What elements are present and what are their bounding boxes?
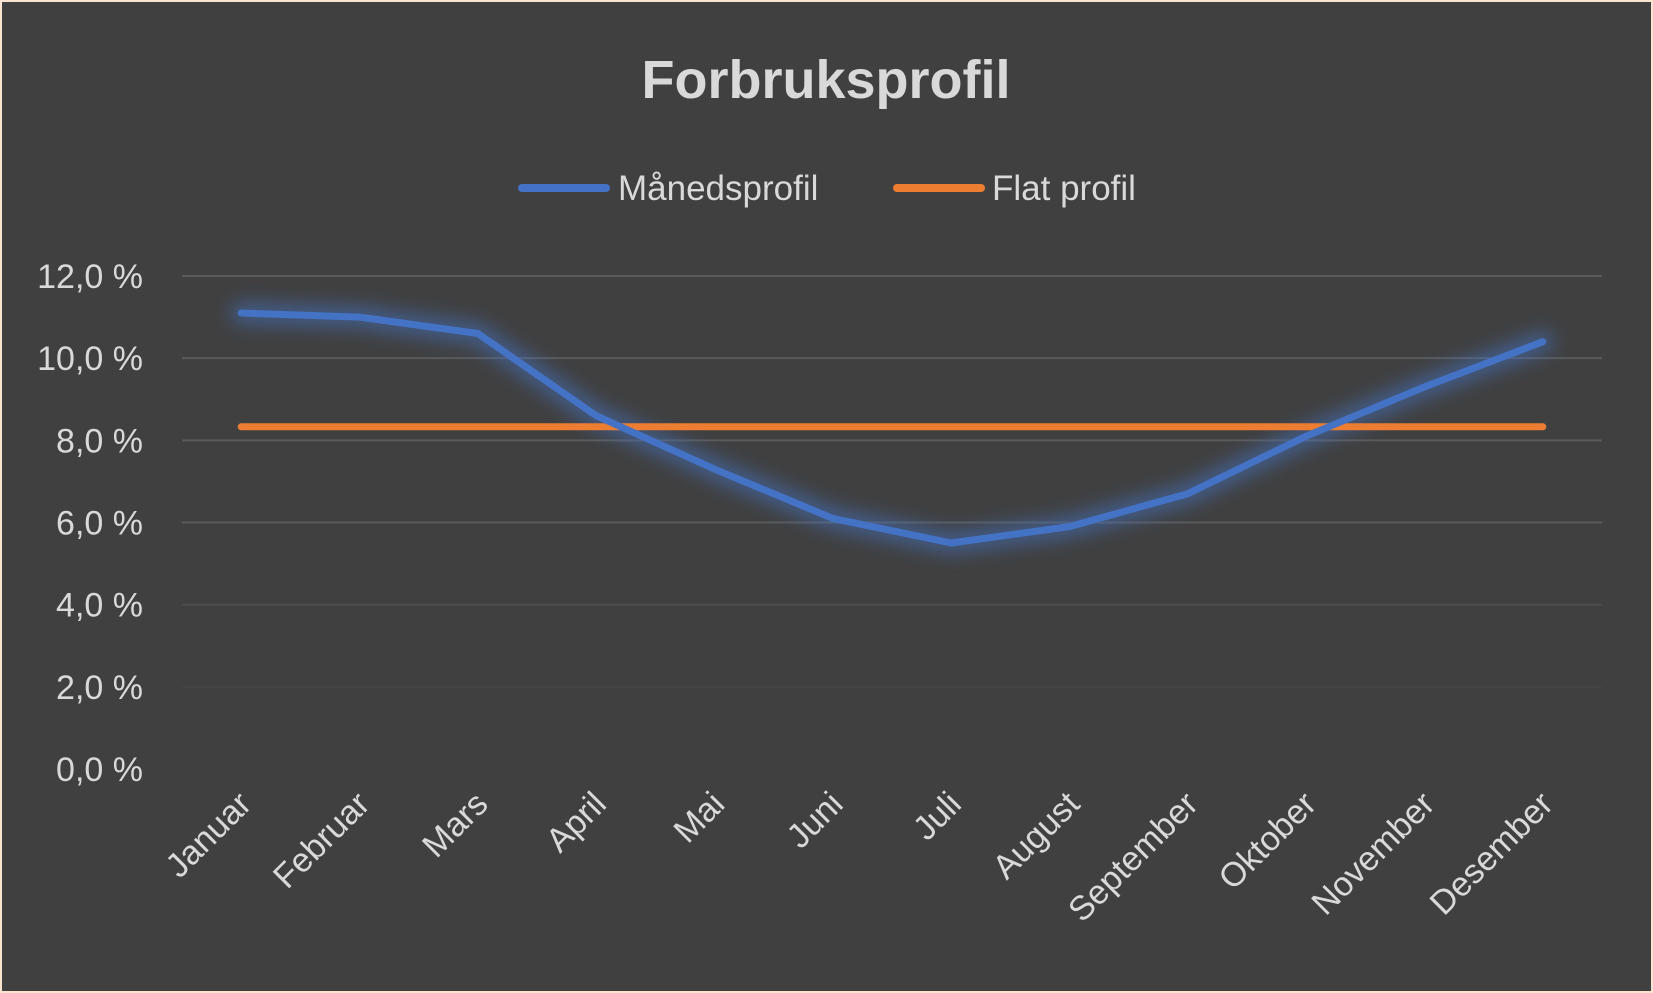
x-tick-label: Juli xyxy=(906,785,969,848)
x-tick-label: April xyxy=(539,785,614,860)
x-tick-label: Februar xyxy=(266,785,377,896)
x-tick-label: August xyxy=(985,784,1087,886)
y-axis-ticks: 0,0 % 2,0 % 4,0 % 6,0 % 8,0 % 10,0 % 12,0 % xyxy=(37,258,143,789)
x-axis-ticks: Januar Februar Mars April Mai Juni Juli AugustS… xyxy=(158,784,1560,929)
y-tick-label: 2,0 % xyxy=(56,669,143,707)
series xyxy=(230,302,1554,554)
x-tick-label: Januar xyxy=(158,785,258,885)
y-tick-label: 12,0 % xyxy=(37,258,143,296)
x-tick-label: Desember xyxy=(1423,785,1561,923)
y-tick-label: 10,0 % xyxy=(37,340,143,378)
x-tick-label: November xyxy=(1304,785,1442,923)
legend-label: Månedsprofil xyxy=(618,169,818,208)
x-tick-label: Mai xyxy=(667,785,733,851)
x-tick-label: September xyxy=(1061,785,1205,929)
series-line-manedsprofil xyxy=(237,309,1547,547)
x-tick-label: Mars xyxy=(415,785,495,865)
gridlines xyxy=(181,275,1603,749)
y-tick-label: 4,0 % xyxy=(56,587,143,625)
x-tick-label: Juni xyxy=(780,785,851,856)
legend-label: Flat profil xyxy=(992,169,1136,208)
legend: Månedsprofil Flat profil xyxy=(518,169,1136,208)
y-tick-label: 6,0 % xyxy=(56,505,143,543)
chart-title: Forbruksprofil xyxy=(641,50,1010,110)
y-tick-label: 0,0 % xyxy=(56,751,143,789)
x-tick-label: Oktober xyxy=(1211,785,1323,897)
y-tick-label: 8,0 % xyxy=(56,422,143,460)
